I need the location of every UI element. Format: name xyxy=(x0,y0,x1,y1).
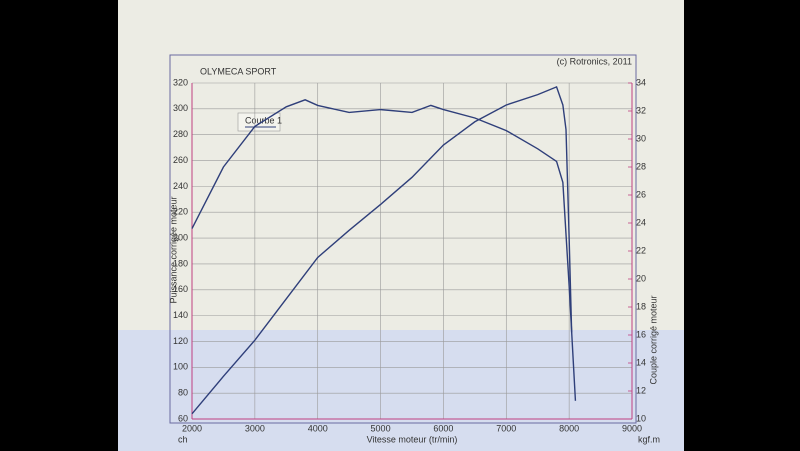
x-tick-label: 8000 xyxy=(559,423,579,433)
y2-axis-label: Couple corrigé moteur xyxy=(648,295,658,384)
y2-tick-label: 14 xyxy=(636,357,646,367)
y-tick-label: 60 xyxy=(178,413,188,423)
y-tick-label: 300 xyxy=(173,103,188,113)
y-tick-label: 280 xyxy=(173,129,188,139)
series-line xyxy=(191,85,573,415)
y2-tick-label: 24 xyxy=(636,217,646,227)
y-tick-label: 120 xyxy=(173,336,188,346)
x-tick-label: 5000 xyxy=(371,423,391,433)
y2-tick-label: 12 xyxy=(636,385,646,395)
x-axis-label: Vitesse moteur (tr/min) xyxy=(367,434,458,444)
x-tick-label: 4000 xyxy=(308,423,328,433)
y2-tick-label: 26 xyxy=(636,189,646,199)
y2-tick-label: 28 xyxy=(636,161,646,171)
y2-tick-label: 18 xyxy=(636,301,646,311)
paper-shadow xyxy=(118,330,684,451)
y2-tick-label: 10 xyxy=(636,413,646,423)
y-axis-label: Puissance corrigée moteur xyxy=(168,196,178,303)
y-tick-label: 200 xyxy=(173,232,188,242)
series-line xyxy=(191,99,577,401)
y2-tick-label: 20 xyxy=(636,273,646,283)
x-tick-label: 2000 xyxy=(182,423,202,433)
copyright: (c) Rotronics, 2011 xyxy=(557,56,632,66)
chart-title: OLYMECA SPORT xyxy=(200,66,277,76)
x-tick-label: 7000 xyxy=(496,423,516,433)
y-tick-label: 160 xyxy=(173,284,188,294)
y-tick-label: 100 xyxy=(173,362,188,372)
frame xyxy=(169,54,637,424)
y2-tick-label: 22 xyxy=(636,245,646,255)
y-tick-label: 80 xyxy=(178,388,188,398)
y-tick-label: 320 xyxy=(173,77,188,87)
x-tick-label: 9000 xyxy=(622,423,642,433)
y-tick-label: 180 xyxy=(173,258,188,268)
x-tick-label: 6000 xyxy=(433,423,453,433)
y-tick-label: 240 xyxy=(173,181,188,191)
y-unit: ch xyxy=(178,434,188,444)
y-tick-label: 220 xyxy=(173,207,188,217)
y2-tick-label: 32 xyxy=(636,105,646,115)
y-tick-label: 260 xyxy=(173,155,188,165)
y2-unit: kgf.m xyxy=(638,434,660,444)
y-tick-label: 140 xyxy=(173,310,188,320)
y2-tick-label: 34 xyxy=(636,77,646,87)
y2-tick-label: 16 xyxy=(636,329,646,339)
y2-tick-label: 30 xyxy=(636,133,646,143)
x-tick-label: 3000 xyxy=(245,423,265,433)
